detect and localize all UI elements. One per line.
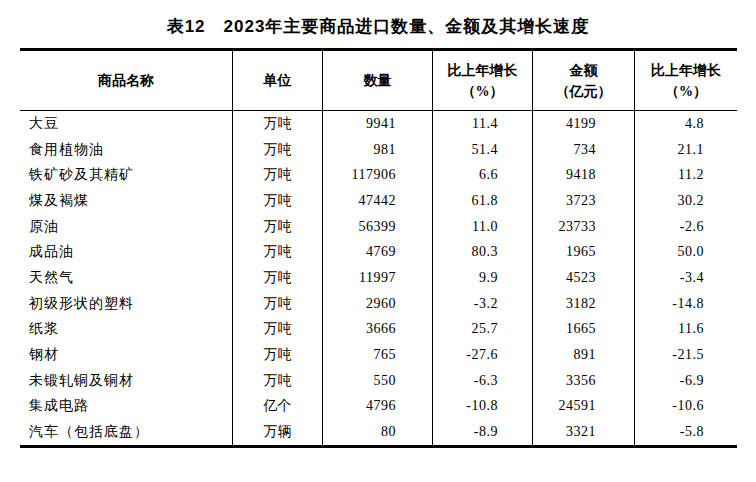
cell-unit: 万吨 xyxy=(233,291,323,317)
column-header-value-growth: 比上年增长 （%） xyxy=(635,51,737,111)
imports-table: 商品名称 单位 数量 比上年增长 （%） 金额 （亿元） 比上年增长 （%） 大… xyxy=(20,48,737,448)
column-header-sub-label: （亿元） xyxy=(556,81,612,102)
cell-unit: 万吨 xyxy=(233,317,323,343)
column-header-label: 金额 xyxy=(570,60,598,81)
column-header-quantity-growth: 比上年增长 （%） xyxy=(433,51,533,111)
cell-quantity-growth: -27.6 xyxy=(433,342,533,368)
cell-value-growth: 50.0 xyxy=(635,239,737,265)
column-header-label: 比上年增长 xyxy=(651,60,721,81)
cell-value: 4523 xyxy=(533,265,635,291)
cell-value-growth: -6.9 xyxy=(635,368,737,394)
cell-unit: 万吨 xyxy=(233,111,323,137)
cell-unit: 万吨 xyxy=(233,265,323,291)
cell-value: 734 xyxy=(533,137,635,163)
column-header-label: 单位 xyxy=(264,70,292,91)
cell-value: 3723 xyxy=(533,188,635,214)
cell-quantity-growth: -3.2 xyxy=(433,291,533,317)
cell-quantity: 3666 xyxy=(323,317,433,343)
cell-quantity-growth: 80.3 xyxy=(433,239,533,265)
cell-quantity: 9941 xyxy=(323,111,433,137)
column-header-sub-label: （%） xyxy=(665,81,707,102)
cell-quantity-growth: 61.8 xyxy=(433,188,533,214)
cell-value: 9418 xyxy=(533,162,635,188)
cell-quantity-growth: 9.9 xyxy=(433,265,533,291)
cell-unit: 万辆 xyxy=(233,419,323,445)
cell-value: 891 xyxy=(533,342,635,368)
cell-quantity-growth: 11.4 xyxy=(433,111,533,137)
cell-quantity: 56399 xyxy=(323,214,433,240)
cell-value: 1965 xyxy=(533,239,635,265)
cell-unit: 万吨 xyxy=(233,162,323,188)
cell-unit: 万吨 xyxy=(233,214,323,240)
cell-unit: 万吨 xyxy=(233,188,323,214)
cell-value-growth: -2.6 xyxy=(635,214,737,240)
column-header-quantity: 数量 xyxy=(323,51,433,111)
cell-commodity: 集成电路 xyxy=(20,394,233,420)
cell-commodity: 未锻轧铜及铜材 xyxy=(20,368,233,394)
column-header-unit: 单位 xyxy=(233,51,323,111)
cell-unit: 万吨 xyxy=(233,239,323,265)
imports-table-grid: 商品名称 单位 数量 比上年增长 （%） 金额 （亿元） 比上年增长 （%） 大… xyxy=(20,48,737,448)
column-header-label: 商品名称 xyxy=(98,70,154,91)
cell-quantity-growth: 6.6 xyxy=(433,162,533,188)
cell-quantity-growth: 11.0 xyxy=(433,214,533,240)
cell-quantity-growth: -6.3 xyxy=(433,368,533,394)
cell-value-growth: 4.8 xyxy=(635,111,737,137)
column-header-label: 比上年增长 xyxy=(448,60,518,81)
cell-commodity: 成品油 xyxy=(20,239,233,265)
cell-value-growth: -14.8 xyxy=(635,291,737,317)
column-header-label: 数量 xyxy=(364,70,392,91)
cell-quantity: 765 xyxy=(323,342,433,368)
cell-quantity-growth: 51.4 xyxy=(433,137,533,163)
column-header-value: 金额 （亿元） xyxy=(533,51,635,111)
cell-unit: 万吨 xyxy=(233,368,323,394)
cell-quantity-growth: 25.7 xyxy=(433,317,533,343)
table-title: 表12 2023年主要商品进口数量、金额及其增长速度 xyxy=(0,15,756,38)
cell-quantity: 2960 xyxy=(323,291,433,317)
cell-quantity: 80 xyxy=(323,419,433,445)
cell-quantity: 4769 xyxy=(323,239,433,265)
cell-quantity: 47442 xyxy=(323,188,433,214)
cell-commodity: 纸浆 xyxy=(20,317,233,343)
cell-value: 3356 xyxy=(533,368,635,394)
cell-commodity: 原油 xyxy=(20,214,233,240)
cell-value: 3182 xyxy=(533,291,635,317)
cell-value: 23733 xyxy=(533,214,635,240)
cell-unit: 万吨 xyxy=(233,342,323,368)
cell-commodity: 钢材 xyxy=(20,342,233,368)
cell-commodity: 铁矿砂及其精矿 xyxy=(20,162,233,188)
cell-value-growth: -21.5 xyxy=(635,342,737,368)
cell-value-growth: 30.2 xyxy=(635,188,737,214)
cell-quantity-growth: -10.8 xyxy=(433,394,533,420)
cell-commodity: 天然气 xyxy=(20,265,233,291)
cell-value: 24591 xyxy=(533,394,635,420)
cell-quantity-growth: -8.9 xyxy=(433,419,533,445)
cell-value: 3321 xyxy=(533,419,635,445)
cell-quantity: 4796 xyxy=(323,394,433,420)
column-header-sub-label: （%） xyxy=(462,81,504,102)
cell-commodity: 食用植物油 xyxy=(20,137,233,163)
cell-quantity: 11997 xyxy=(323,265,433,291)
column-header-commodity: 商品名称 xyxy=(20,51,233,111)
cell-quantity: 550 xyxy=(323,368,433,394)
cell-unit: 亿个 xyxy=(233,394,323,420)
cell-commodity: 大豆 xyxy=(20,111,233,137)
cell-value-growth: -5.8 xyxy=(635,419,737,445)
cell-quantity: 117906 xyxy=(323,162,433,188)
cell-value-growth: 21.1 xyxy=(635,137,737,163)
cell-value-growth: 11.6 xyxy=(635,317,737,343)
cell-commodity: 汽车（包括底盘） xyxy=(20,419,233,445)
cell-quantity: 981 xyxy=(323,137,433,163)
cell-value-growth: 11.2 xyxy=(635,162,737,188)
cell-value: 1665 xyxy=(533,317,635,343)
cell-value-growth: -10.6 xyxy=(635,394,737,420)
cell-value: 4199 xyxy=(533,111,635,137)
cell-commodity: 煤及褐煤 xyxy=(20,188,233,214)
cell-commodity: 初级形状的塑料 xyxy=(20,291,233,317)
cell-value-growth: -3.4 xyxy=(635,265,737,291)
cell-unit: 万吨 xyxy=(233,137,323,163)
